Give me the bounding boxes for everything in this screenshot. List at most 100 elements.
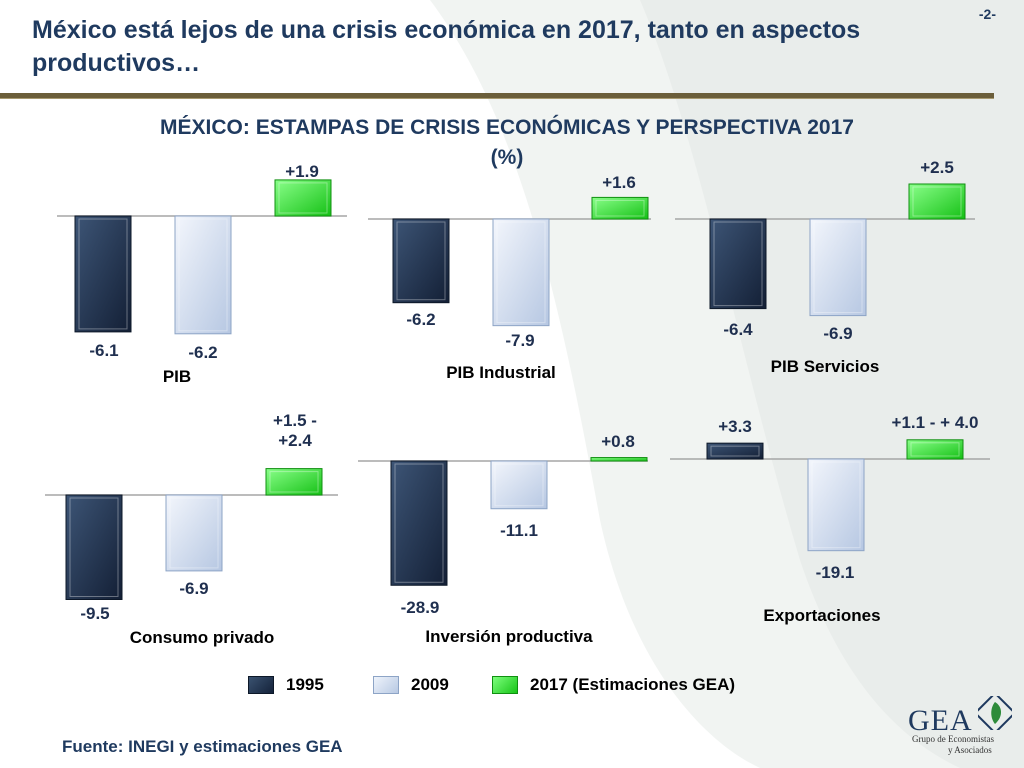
bar-bevel — [713, 221, 763, 307]
data-label: -6.9 — [823, 324, 852, 343]
bar-bevel — [169, 497, 219, 569]
bar-2009 — [174, 215, 232, 335]
data-label: +2.5 — [920, 158, 954, 177]
bar-2009 — [165, 494, 223, 572]
page-number: -2- — [978, 6, 996, 22]
data-label: -28.9 — [401, 598, 440, 617]
bar-1995 — [65, 494, 123, 600]
data-label-line: +0.8 — [601, 432, 635, 451]
bar-2017 — [908, 183, 966, 220]
data-label-line: -6.4 — [723, 320, 753, 339]
bar-2017 — [906, 439, 964, 460]
data-label-line: +1.9 — [285, 162, 319, 181]
data-label-line: -6.1 — [89, 341, 118, 360]
data-label: -6.2 — [188, 343, 217, 362]
data-label-line: +2.5 — [920, 158, 954, 177]
source-note: Fuente: INEGI y estimaciones GEA — [62, 737, 343, 757]
data-label-line: -9.5 — [80, 604, 109, 623]
gea-logo-text: GEA — [908, 704, 973, 737]
chart-panel: -9.5 -6.9 +1.5 -+2.4 Consumo privado — [45, 411, 338, 647]
chart-panel: -6.1 -6.2 +1.9 PIB — [57, 162, 347, 386]
data-label-line: -6.9 — [179, 579, 208, 598]
bar-2017 — [274, 179, 332, 217]
gea-logo: GEA Grupo de Economistas y Asociados — [908, 694, 1018, 764]
bar-bevel — [710, 445, 760, 457]
source-text: : INEGI y estimaciones GEA — [117, 737, 343, 756]
bar-bevel — [78, 218, 128, 330]
gea-logo-subtitle: Grupo de Economistas y Asociados — [912, 734, 1022, 756]
panel-title: PIB Industrial — [446, 363, 556, 382]
bar-bevel — [813, 221, 863, 314]
data-label: +1.6 — [602, 173, 636, 192]
legend-swatch-2017 — [492, 676, 518, 694]
bar-bevel — [396, 221, 446, 301]
bar-1995 — [390, 460, 448, 586]
legend-label-1995: 1995 — [286, 675, 324, 694]
legend-item-2009: 2009 — [373, 675, 449, 695]
legend-label-2017: 2017 (Estimaciones GEA) — [530, 675, 736, 694]
data-label: -7.9 — [505, 331, 534, 350]
data-label-line: +1.5 - — [273, 411, 317, 430]
bar-2017 — [265, 468, 323, 496]
data-label: +1.5 -+2.4 — [273, 411, 317, 450]
data-label: -6.2 — [406, 310, 435, 329]
bar-2009 — [490, 460, 548, 510]
bar-bevel — [269, 471, 319, 493]
data-label: -6.1 — [89, 341, 118, 360]
slide-title: México está lejos de una crisis económic… — [32, 16, 861, 77]
bar-2017 — [590, 457, 648, 462]
data-label-line: +2.4 — [278, 431, 312, 450]
gea-logo-sub-1: Grupo de Economistas — [912, 734, 994, 744]
bar-bevel — [278, 182, 328, 214]
data-label-line: -6.2 — [406, 310, 435, 329]
chart-title: MÉXICO: ESTAMPAS DE CRISIS ECONÓMICAS Y … — [160, 116, 854, 139]
legend-item-2017: 2017 (Estimaciones GEA) — [492, 675, 735, 695]
title-divider — [0, 93, 994, 99]
data-label-line: +1.1 - + 4.0 — [892, 413, 979, 432]
panel-title: PIB Servicios — [771, 357, 880, 376]
legend-swatch-2009 — [373, 676, 399, 694]
bar-1995 — [74, 215, 132, 333]
data-label-line: +1.6 — [602, 173, 636, 192]
data-label: +0.8 — [601, 432, 635, 451]
bar-bevel — [494, 463, 544, 507]
panel-title: Inversión productiva — [425, 627, 593, 646]
chart-panel: -6.4 -6.9 +2.5 PIB Servicios — [675, 158, 975, 376]
bar-1995 — [709, 218, 767, 310]
chart-panel: -28.9 -11.1 +0.8 Inversión productiva — [358, 432, 648, 646]
chart-panel: -6.2 -7.9 +1.6 PIB Industrial — [368, 173, 651, 382]
data-label: -19.1 — [816, 563, 855, 582]
data-label-line: -6.2 — [188, 343, 217, 362]
bar-bevel — [912, 186, 962, 217]
data-label-line: +3.3 — [718, 417, 752, 436]
legend-label-2009: 2009 — [411, 675, 449, 694]
gea-logo-mark-icon — [978, 696, 1012, 730]
bar-bevel — [496, 221, 546, 324]
bar-1995 — [706, 442, 764, 460]
bar-bevel — [69, 497, 119, 597]
data-label-line: -19.1 — [816, 563, 855, 582]
gea-logo-sub-2: y Asociados — [948, 745, 992, 755]
panel-title: PIB — [163, 367, 191, 386]
data-label-line: -11.1 — [500, 521, 538, 540]
bar-bevel — [178, 218, 228, 332]
data-label: -11.1 — [500, 521, 538, 540]
bar-bevel — [910, 442, 960, 457]
legend-swatch-1995 — [248, 676, 274, 694]
bar-2009 — [809, 218, 867, 317]
data-label: -6.9 — [179, 579, 208, 598]
panel-title: Consumo privado — [130, 628, 275, 647]
data-label-line: -6.9 — [823, 324, 852, 343]
bar-2009 — [492, 218, 550, 327]
data-label-line: -28.9 — [401, 598, 440, 617]
data-label: +3.3 — [718, 417, 752, 436]
data-label-line: -7.9 — [505, 331, 534, 350]
chart-subtitle: (%) — [490, 146, 524, 169]
bar-bevel — [811, 461, 861, 549]
bar-bevel — [394, 463, 444, 583]
chart-panel: +3.3 -19.1 +1.1 - + 4.0 Exportaciones — [670, 413, 990, 625]
source-label: Fuente — [62, 737, 118, 756]
data-label: +1.9 — [285, 162, 319, 181]
bar-2017 — [591, 196, 649, 220]
bar-2009 — [807, 458, 865, 552]
